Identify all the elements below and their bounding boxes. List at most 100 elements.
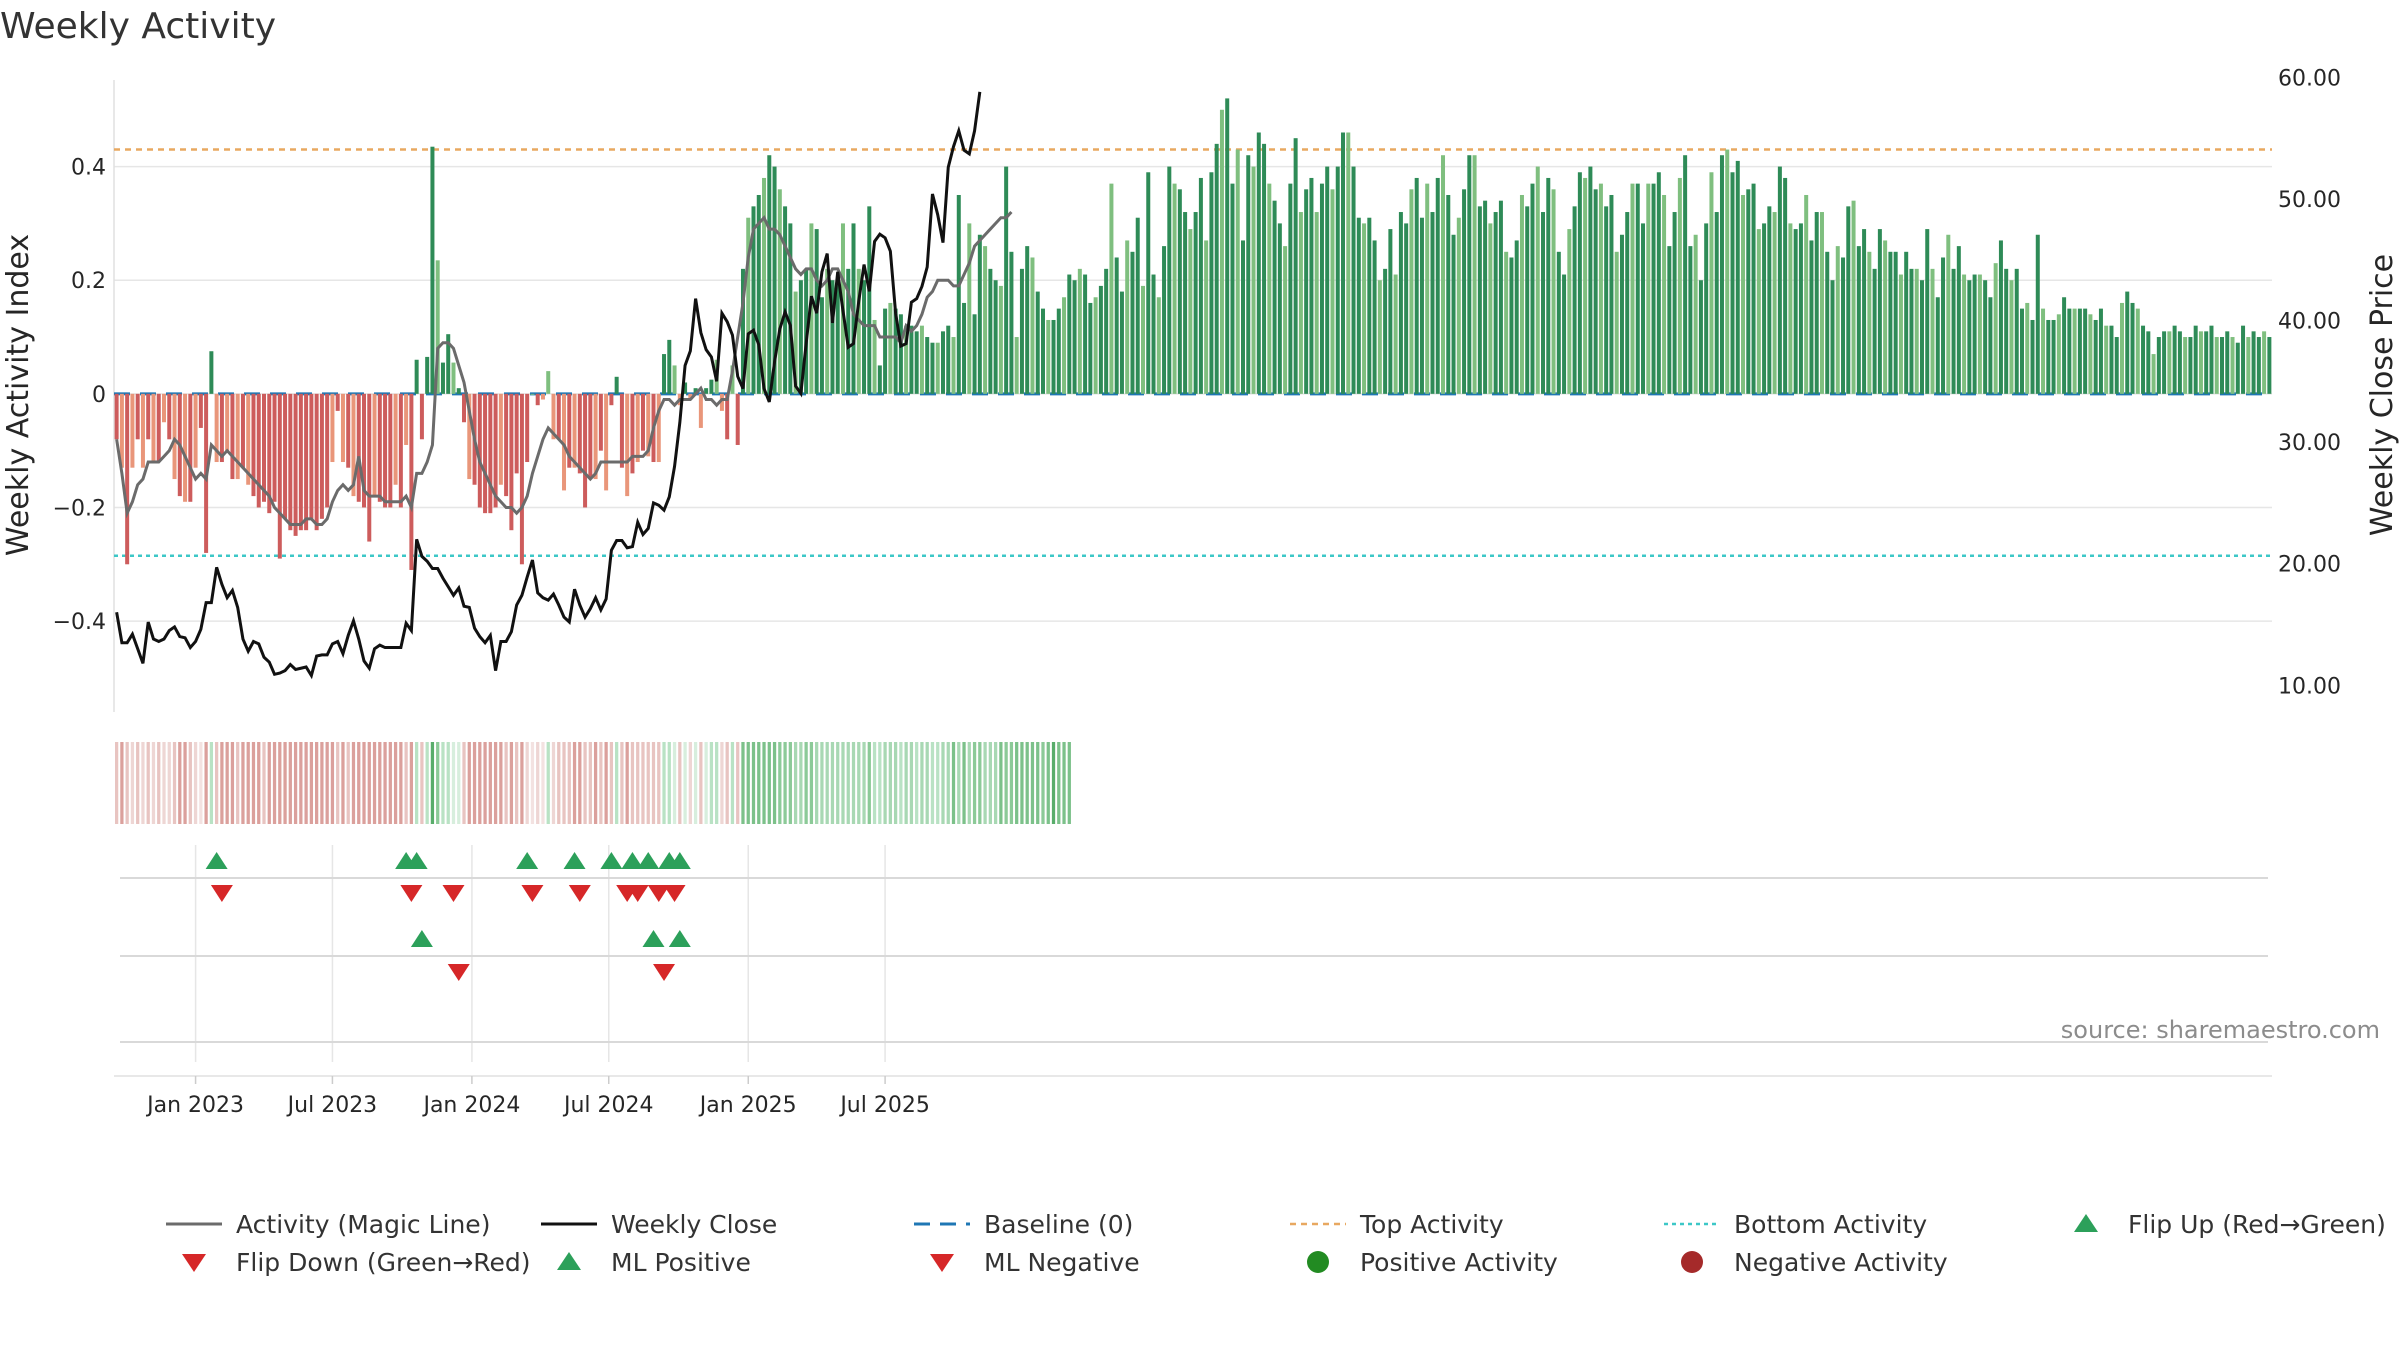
- strip-cell: [199, 742, 203, 824]
- activity-bar: [1867, 251, 1872, 394]
- legend-up-triangle-icon: [2074, 1214, 2098, 1232]
- strip-cell: [509, 742, 514, 824]
- strip-cell: [172, 742, 177, 824]
- legend-label: Top Activity: [1359, 1210, 1504, 1239]
- activity-bar: [1662, 194, 1667, 394]
- strip-cell: [667, 742, 671, 824]
- strip-cell: [209, 742, 214, 824]
- activity-bar: [1414, 177, 1419, 394]
- activity-bar: [193, 393, 198, 468]
- activity-bar: [440, 362, 445, 394]
- activity-bar: [1251, 166, 1256, 394]
- activity-bar: [646, 393, 651, 457]
- activity-bar: [335, 393, 340, 411]
- activity-bar: [293, 393, 298, 536]
- strip-cell: [146, 742, 150, 824]
- strip-cell: [1051, 742, 1056, 824]
- activity-bar: [167, 393, 172, 440]
- flip-down-marker: [626, 885, 649, 902]
- strip-cell: [1025, 742, 1029, 824]
- flip-up-marker: [621, 852, 644, 869]
- activity-bar: [1709, 172, 1714, 394]
- strip-cell: [115, 742, 119, 824]
- activity-bar: [1167, 166, 1172, 394]
- ml-negative-marker: [653, 964, 676, 981]
- activity-bar: [1962, 274, 1967, 394]
- activity-bar: [1619, 234, 1624, 394]
- magic-line: [115, 211, 1013, 527]
- activity-bar: [1062, 297, 1067, 394]
- strip-cell: [225, 742, 229, 824]
- activity-bar: [977, 234, 982, 394]
- activity-bar: [1088, 302, 1093, 394]
- activity-bar: [1825, 251, 1830, 394]
- activity-bar: [2077, 308, 2082, 394]
- activity-bar: [1788, 223, 1793, 394]
- activity-bar: [2004, 268, 2009, 394]
- strip-cell: [915, 742, 919, 824]
- activity-bar: [951, 337, 956, 394]
- activity-bar: [930, 342, 935, 394]
- activity-bar: [925, 337, 930, 394]
- strip-cell: [251, 742, 256, 824]
- strip-cell: [436, 742, 440, 824]
- activity-bar: [2119, 302, 2124, 394]
- activity-bar: [1730, 172, 1735, 394]
- activity-bar: [1104, 268, 1109, 394]
- strip-cell: [583, 742, 587, 824]
- ml-positive-marker: [668, 930, 691, 947]
- activity-bar: [656, 393, 661, 463]
- strip-cell: [304, 742, 308, 824]
- activity-bar: [525, 393, 530, 463]
- activity-bar: [462, 393, 467, 423]
- strip-cell: [683, 742, 687, 824]
- activity-bar: [1346, 132, 1351, 394]
- strip-cell: [757, 742, 761, 824]
- activity-bar: [893, 308, 898, 394]
- y2-axis-ticks: 60.00 50.00 40.00 30.00 20.00 10.00: [2278, 66, 2341, 699]
- series-lines: [115, 91, 1013, 680]
- strip-cell: [967, 742, 971, 824]
- activity-bar: [1914, 268, 1919, 394]
- strip-cell: [362, 742, 366, 824]
- activity-bar: [1767, 206, 1772, 394]
- strip-cell: [562, 742, 566, 824]
- activity-bar: [1083, 274, 1088, 394]
- strip-cell: [715, 742, 719, 824]
- activity-bar: [1325, 166, 1330, 394]
- activity-bar: [1809, 240, 1814, 394]
- strip-cell: [720, 742, 724, 824]
- strip-cell: [425, 742, 429, 824]
- strip-cell: [936, 742, 940, 824]
- activity-bar: [1146, 172, 1151, 394]
- strip-cell: [588, 742, 592, 824]
- legend-label: ML Negative: [984, 1248, 1140, 1277]
- strip-cell: [830, 742, 835, 824]
- strip-cell: [536, 742, 540, 824]
- activity-bar: [946, 325, 951, 394]
- activity-bar: [1656, 172, 1661, 394]
- activity-bar: [225, 393, 230, 451]
- activity-bar: [1851, 200, 1856, 394]
- activity-bar: [683, 382, 688, 394]
- activity-bar: [698, 393, 703, 428]
- activity-bar: [883, 308, 888, 394]
- strip-cell: [841, 742, 845, 824]
- strip-cell: [457, 742, 461, 824]
- activity-bar: [1172, 183, 1177, 394]
- activity-bar: [1409, 189, 1414, 394]
- strip-cell: [220, 742, 224, 824]
- strip-cell: [572, 742, 577, 824]
- activity-bar: [567, 393, 572, 468]
- activity-bar: [1935, 297, 1940, 394]
- activity-bar: [2156, 337, 2161, 394]
- strip-cell: [267, 742, 271, 824]
- activity-bar: [772, 166, 777, 394]
- strip-cell: [488, 742, 492, 824]
- activity-bar: [404, 393, 409, 445]
- legend-down-triangle-icon: [930, 1254, 954, 1272]
- strip-cell: [357, 742, 361, 824]
- activity-bar: [1446, 194, 1451, 394]
- activity-bar: [535, 393, 540, 406]
- activity-bar: [2114, 337, 2119, 394]
